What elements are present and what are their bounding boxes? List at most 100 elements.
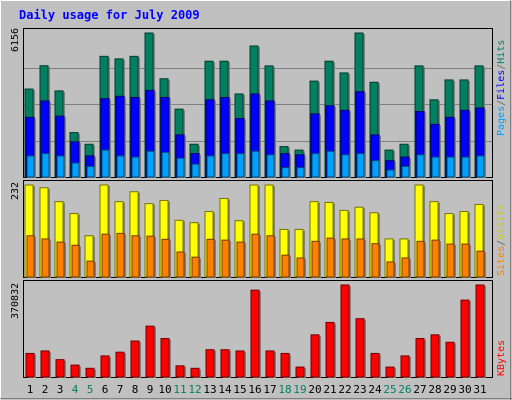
bar-sites-day-6 — [101, 233, 110, 278]
bar-pages-day-3 — [56, 155, 65, 178]
bar-pages-day-8 — [131, 156, 140, 178]
bar-kbytes-day-25 — [385, 366, 395, 378]
bar-sites-day-4 — [71, 244, 80, 278]
bar-kbytes-day-21 — [325, 321, 335, 378]
bar-pages-day-30 — [461, 156, 470, 178]
x-tick-day-16: 16 — [248, 383, 261, 396]
x-tick-day-10: 10 — [158, 383, 171, 396]
ymax-label-hits: 6156 — [10, 28, 21, 52]
x-tick-day-20: 20 — [308, 383, 321, 396]
bar-pages-day-19 — [296, 167, 305, 178]
bar-sites-day-12 — [191, 256, 200, 278]
bar-kbytes-day-29 — [445, 341, 455, 378]
bar-pages-day-13 — [206, 155, 215, 178]
bar-pages-day-20 — [311, 153, 320, 178]
bar-pages-day-21 — [326, 150, 335, 178]
x-tick-day-2: 2 — [42, 383, 49, 396]
x-tick-day-26: 26 — [398, 383, 411, 396]
x-tick-labels: 1 2 3 4 5 6 7 8 9 10 11 12 13 14 15 16 17 18 19 20 21 22 23 24 2… — [27, 383, 487, 396]
bar-pages-day-31 — [476, 155, 485, 178]
x-tick-day-5: 5 — [87, 383, 94, 396]
x-tick-day-14: 14 — [218, 383, 232, 396]
bar-sites-day-14 — [221, 239, 230, 278]
bar-pages-day-15 — [236, 153, 245, 178]
x-tick-day-1: 1 — [27, 383, 34, 396]
bar-pages-day-4 — [71, 162, 80, 178]
bar-sites-day-31 — [476, 250, 485, 278]
bar-kbytes-day-28 — [430, 334, 440, 378]
bar-sites-day-2 — [41, 238, 50, 278]
x-tick-day-18: 18 — [278, 383, 291, 396]
bar-pages-day-29 — [446, 156, 455, 178]
bars — [24, 32, 486, 378]
bar-sites-day-22 — [341, 238, 350, 278]
legend-sep-3: / — [496, 240, 507, 246]
bar-pages-day-23 — [356, 153, 365, 178]
ymax-label-visits: 232 — [10, 182, 21, 200]
bar-pages-day-7 — [116, 155, 125, 178]
x-tick-day-17: 17 — [263, 383, 276, 396]
bar-kbytes-day-30 — [460, 299, 470, 378]
bar-pages-day-5 — [86, 165, 95, 178]
x-tick-day-23: 23 — [353, 383, 366, 396]
bar-sites-day-24 — [371, 243, 380, 278]
bar-sites-day-21 — [326, 237, 335, 278]
bar-pages-day-17 — [266, 154, 275, 178]
bar-pages-day-26 — [401, 165, 410, 178]
ymax-label-kbytes: 370832 — [10, 283, 21, 319]
bar-kbytes-day-12 — [190, 367, 200, 378]
bar-sites-day-15 — [236, 241, 245, 278]
bar-kbytes-day-1 — [25, 352, 35, 378]
bar-sites-day-7 — [116, 232, 125, 278]
legend-sep-1: / — [496, 100, 507, 106]
bar-kbytes-day-2 — [40, 350, 50, 378]
bar-sites-day-20 — [311, 240, 320, 278]
bar-sites-day-3 — [56, 241, 65, 278]
bar-kbytes-day-17 — [265, 350, 275, 378]
bar-sites-day-19 — [296, 257, 305, 278]
bar-sites-day-18 — [281, 254, 290, 278]
bar-sites-day-23 — [356, 238, 365, 278]
x-tick-day-22: 22 — [338, 383, 351, 396]
legend-visits-sites: Sites/Visits — [496, 204, 507, 276]
x-tick-day-8: 8 — [132, 383, 139, 396]
bar-kbytes-day-22 — [340, 284, 350, 378]
bar-kbytes-day-31 — [475, 284, 485, 378]
bar-pages-day-1 — [26, 155, 35, 178]
bar-kbytes-day-4 — [70, 364, 80, 378]
x-tick-day-30: 30 — [458, 383, 471, 396]
x-tick-day-27: 27 — [413, 383, 426, 396]
bar-pages-day-10 — [161, 151, 170, 178]
x-tick-day-25: 25 — [383, 383, 396, 396]
x-tick-day-4: 4 — [72, 383, 79, 396]
chart-title: Daily usage for July 2009 — [19, 8, 200, 22]
x-tick-day-31: 31 — [473, 383, 486, 396]
bar-pages-day-18 — [281, 167, 290, 178]
x-tick-day-3: 3 — [57, 383, 64, 396]
bar-kbytes-day-14 — [220, 349, 230, 378]
bar-pages-day-28 — [431, 156, 440, 178]
bar-pages-day-22 — [341, 154, 350, 178]
bar-kbytes-day-26 — [400, 355, 410, 378]
bar-kbytes-day-20 — [310, 334, 320, 378]
bar-kbytes-day-15 — [235, 350, 245, 378]
bar-pages-day-27 — [416, 154, 425, 178]
x-tick-day-21: 21 — [323, 383, 336, 396]
bar-sites-day-28 — [431, 239, 440, 278]
legend-visits: Visits — [496, 204, 507, 240]
bar-kbytes-day-27 — [415, 338, 425, 378]
bar-sites-day-11 — [176, 251, 185, 278]
bar-sites-day-25 — [386, 261, 395, 278]
bar-kbytes-day-7 — [115, 351, 125, 378]
bar-sites-day-26 — [401, 257, 410, 278]
bar-sites-day-27 — [416, 240, 425, 278]
x-tick-day-15: 15 — [233, 383, 246, 396]
x-tick-day-24: 24 — [368, 383, 382, 396]
x-tick-day-19: 19 — [293, 383, 306, 396]
bar-kbytes-day-16 — [250, 289, 260, 378]
bar-pages-day-6 — [101, 149, 110, 178]
bar-sites-day-1 — [26, 235, 35, 278]
bar-kbytes-day-23 — [355, 318, 365, 378]
bar-kbytes-day-10 — [160, 338, 170, 378]
